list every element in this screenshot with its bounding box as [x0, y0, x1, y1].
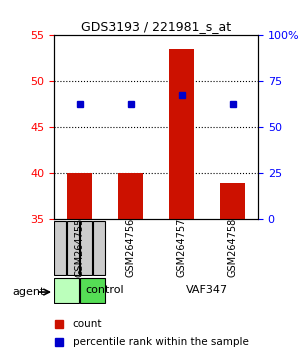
- Text: agent: agent: [12, 287, 44, 297]
- Text: control: control: [86, 285, 124, 295]
- Text: GSM264758: GSM264758: [227, 218, 238, 278]
- FancyBboxPatch shape: [92, 221, 105, 275]
- Bar: [67, 173, 92, 219]
- Title: GDS3193 / 221981_s_at: GDS3193 / 221981_s_at: [81, 20, 231, 33]
- Text: GSM264755: GSM264755: [74, 218, 85, 278]
- Bar: [169, 49, 194, 219]
- FancyBboxPatch shape: [54, 278, 79, 303]
- FancyBboxPatch shape: [80, 278, 105, 303]
- Text: percentile rank within the sample: percentile rank within the sample: [73, 337, 249, 347]
- Bar: [118, 173, 143, 219]
- FancyBboxPatch shape: [80, 221, 92, 275]
- Text: GSM264757: GSM264757: [176, 218, 187, 278]
- Text: VAF347: VAF347: [186, 285, 228, 295]
- FancyBboxPatch shape: [54, 221, 67, 275]
- Text: GSM264756: GSM264756: [125, 218, 136, 278]
- Text: count: count: [73, 319, 102, 329]
- Bar: [220, 183, 245, 219]
- FancyBboxPatch shape: [67, 221, 79, 275]
